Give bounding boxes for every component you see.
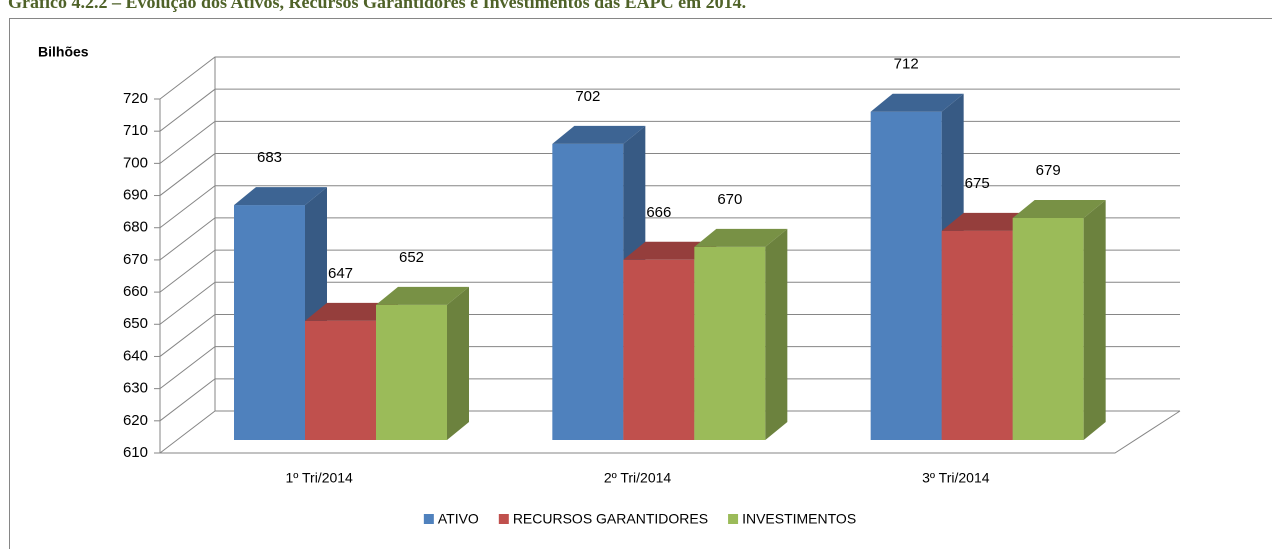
legend-swatch — [424, 514, 434, 524]
y-tick-label: 700 — [123, 154, 148, 171]
data-label: 702 — [575, 88, 600, 105]
y-axis-label: Bilhões — [38, 44, 89, 60]
data-label: 679 — [1036, 162, 1061, 179]
bar — [234, 205, 305, 440]
bar-side — [447, 287, 469, 440]
legend-label: ATIVO — [438, 511, 479, 527]
bar — [942, 231, 1013, 440]
data-label: 670 — [717, 191, 742, 208]
data-label: 666 — [646, 204, 671, 221]
y-tick-label: 610 — [123, 444, 148, 461]
data-label: 683 — [257, 149, 282, 166]
y-tick-label: 620 — [123, 412, 148, 429]
data-label: 652 — [399, 249, 424, 266]
grid-line — [160, 57, 1180, 99]
y-tick-label: 660 — [123, 283, 148, 300]
y-tick-label: 640 — [123, 347, 148, 364]
data-label: 675 — [965, 175, 990, 192]
bar-side — [765, 229, 787, 440]
grid-line — [160, 121, 1180, 163]
y-tick-label: 690 — [123, 187, 148, 204]
bar — [552, 144, 623, 440]
bar — [694, 247, 765, 440]
bar — [376, 305, 447, 440]
y-tick-label: 710 — [123, 122, 148, 139]
y-tick-label: 650 — [123, 315, 148, 332]
legend-swatch — [728, 514, 738, 524]
data-label: 712 — [894, 56, 919, 73]
bar — [305, 321, 376, 440]
chart-title: Gráfico 4.2.2 – Evolução dos Ativos, Rec… — [8, 0, 746, 12]
x-tick-label: 3º Tri/2014 — [922, 470, 990, 486]
y-tick-label: 720 — [123, 90, 148, 107]
bar — [871, 112, 942, 440]
data-label: 647 — [328, 265, 353, 282]
y-tick-label: 630 — [123, 380, 148, 397]
x-tick-label: 1º Tri/2014 — [285, 470, 353, 486]
legend-swatch — [499, 514, 509, 524]
bar — [623, 260, 694, 440]
legend-label: RECURSOS GARANTIDORES — [513, 511, 708, 527]
x-tick-label: 2º Tri/2014 — [604, 470, 672, 486]
y-tick-label: 670 — [123, 251, 148, 268]
grid-line — [160, 89, 1180, 131]
bar-side — [1084, 200, 1106, 440]
legend-label: INVESTIMENTOS — [742, 511, 856, 527]
y-tick-label: 680 — [123, 219, 148, 236]
bar — [1013, 218, 1084, 440]
